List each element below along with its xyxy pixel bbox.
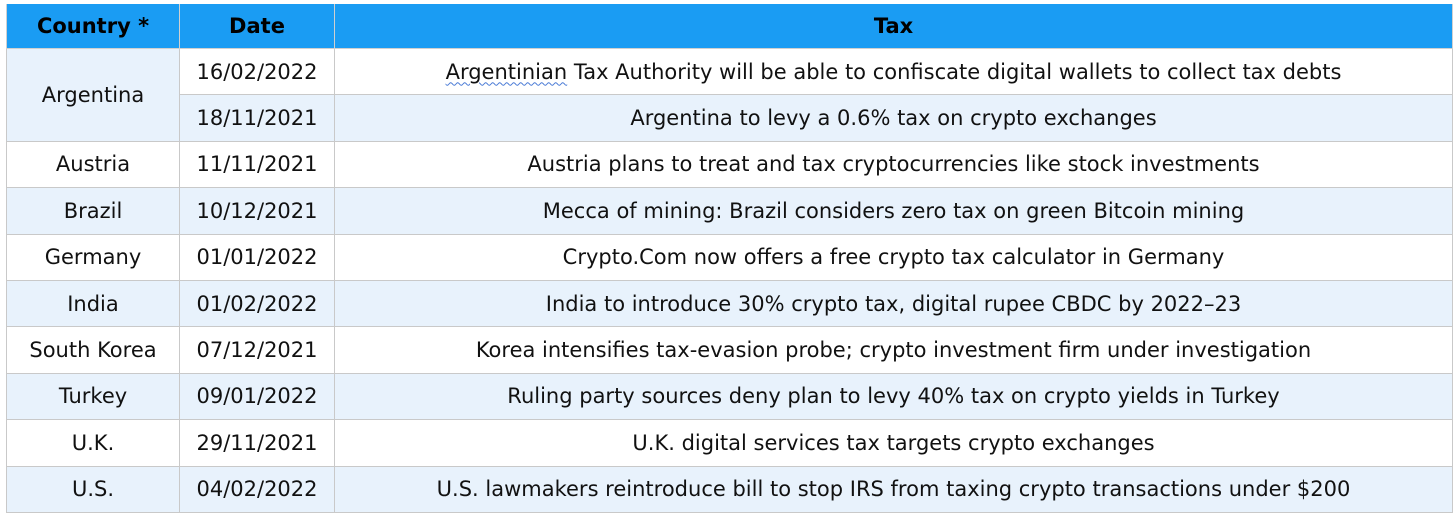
table-row: Germany 01/01/2022 Crypto.Com now offers… (6, 233, 1453, 281)
table-row: Turkey 09/01/2022 Ruling party sources d… (6, 372, 1453, 421)
cell-date: 04/02/2022 (179, 465, 335, 513)
crypto-tax-table: Country * Date Tax Argentina 16/02/2022 … (6, 4, 1453, 513)
cell-date: 01/01/2022 (179, 233, 335, 281)
cell-date: 11/11/2021 (179, 140, 335, 189)
table-row-argentina-1: Argentina 16/02/2022 Argentinian Tax Aut… (6, 47, 1453, 142)
header-country: Country * (6, 4, 180, 49)
table-row: U.K. 29/11/2021 U.K. digital services ta… (6, 419, 1453, 467)
cell-tax: India to introduce 30% crypto tax, digit… (334, 279, 1453, 328)
table-row-argentina-2: 18/11/2021 Argentina to levy a 0.6% tax … (7, 94, 1453, 142)
table-row: South Korea 07/12/2021 Korea intensifies… (6, 326, 1453, 374)
cell-tax: Korea intensifies tax-evasion probe; cry… (334, 326, 1453, 374)
cell-tax: Argentinian Tax Authority will be able t… (334, 47, 1453, 96)
spellcheck-word: Argentinian (445, 59, 568, 84)
cell-date: 16/02/2022 (179, 47, 335, 96)
header-date: Date (179, 4, 335, 49)
header-tax: Tax (334, 4, 1453, 49)
cell-country: U.K. (6, 419, 180, 467)
cell-country: South Korea (6, 326, 180, 374)
cell-tax: Mecca of mining: Brazil considers zero t… (334, 187, 1453, 235)
cell-tax: U.K. digital services tax targets crypto… (334, 419, 1453, 467)
cell-country: U.S. (6, 465, 180, 513)
cell-date: 18/11/2021 (179, 94, 335, 142)
table-row: Brazil 10/12/2021 Mecca of mining: Brazi… (6, 187, 1453, 235)
table-row: Austria 11/11/2021 Austria plans to trea… (6, 140, 1453, 189)
cell-country: Turkey (6, 372, 180, 421)
cell-tax: Austria plans to treat and tax cryptocur… (334, 140, 1453, 189)
cell-date: 09/01/2022 (179, 372, 335, 421)
cell-tax-rest: Tax Authority will be able to confiscate… (567, 59, 1342, 84)
cell-tax: Ruling party sources deny plan to levy 4… (334, 372, 1453, 421)
cell-country: Germany (6, 233, 180, 281)
cell-country: Brazil (6, 187, 180, 235)
cell-date: 10/12/2021 (179, 187, 335, 235)
cell-date: 29/11/2021 (179, 419, 335, 467)
header-row: Country * Date Tax (6, 4, 1453, 49)
cell-tax: Argentina to levy a 0.6% tax on crypto e… (334, 94, 1453, 142)
cell-date: 07/12/2021 (179, 326, 335, 374)
table-row: U.S. 04/02/2022 U.S. lawmakers reintrodu… (6, 465, 1453, 513)
cell-country-argentina: Argentina (6, 48, 180, 142)
table-row: India 01/02/2022 India to introduce 30% … (6, 279, 1453, 328)
cell-country: Austria (6, 140, 180, 189)
cell-tax: Crypto.Com now offers a free crypto tax … (334, 233, 1453, 281)
cell-tax: U.S. lawmakers reintroduce bill to stop … (334, 465, 1453, 513)
cell-country: India (6, 279, 180, 328)
crypto-tax-table-container: Country * Date Tax Argentina 16/02/2022 … (6, 4, 1453, 513)
cell-date: 01/02/2022 (179, 279, 335, 328)
